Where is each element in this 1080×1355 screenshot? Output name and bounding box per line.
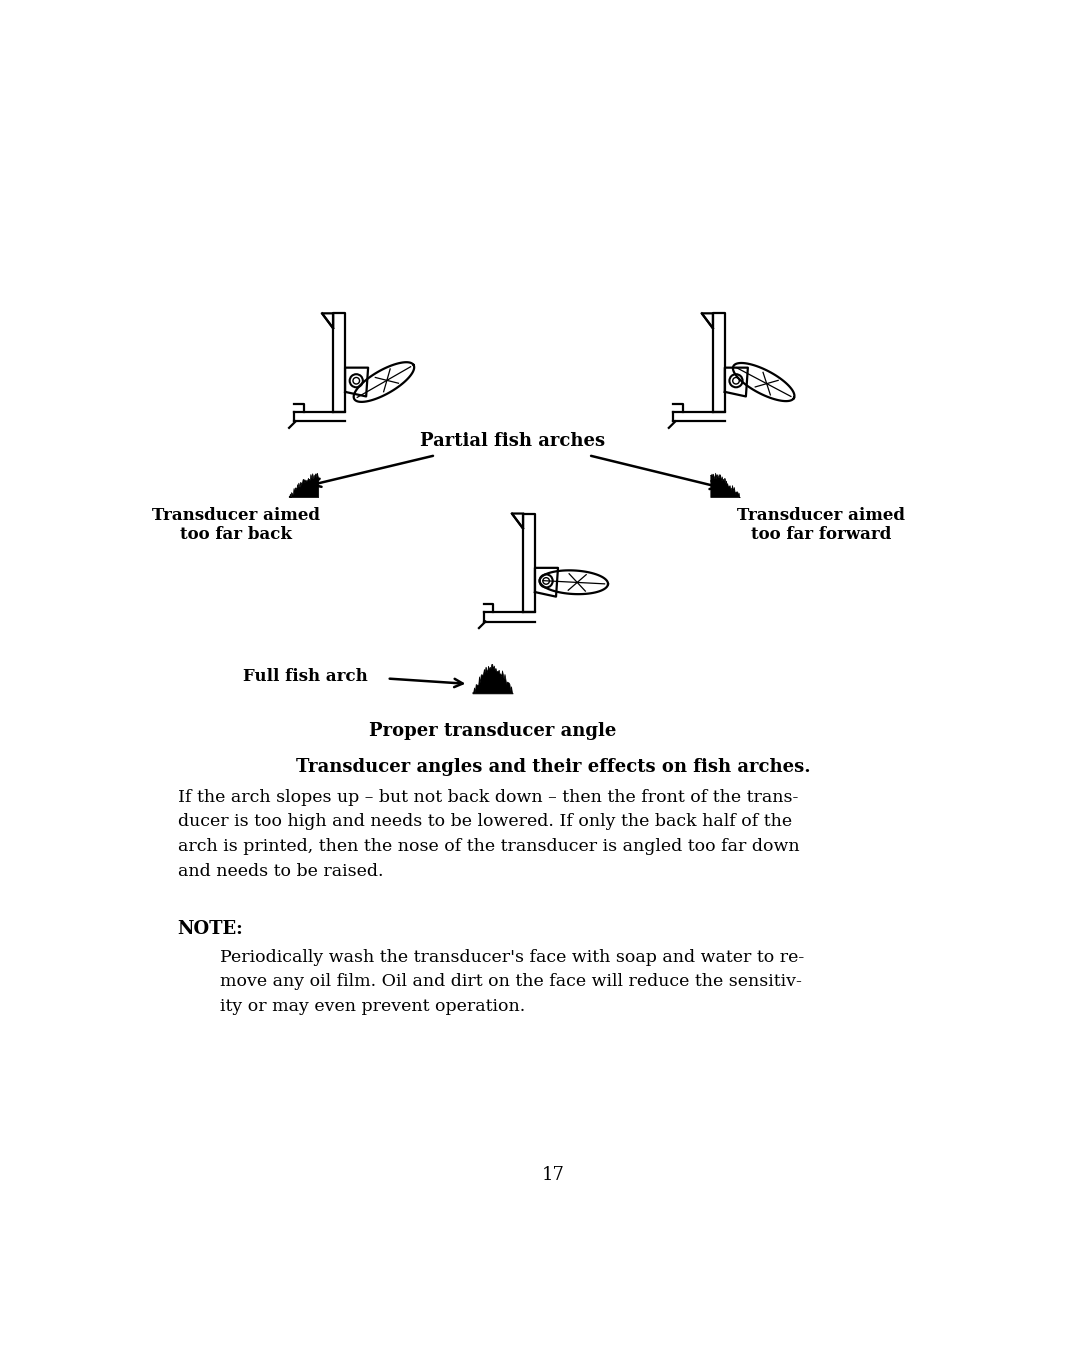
Text: 17: 17 xyxy=(542,1167,565,1184)
Text: arch is printed, then the nose of the transducer is angled too far down: arch is printed, then the nose of the tr… xyxy=(177,837,799,855)
Text: Transducer aimed
too far back: Transducer aimed too far back xyxy=(152,507,320,543)
Text: and needs to be raised.: and needs to be raised. xyxy=(177,863,383,879)
Text: NOTE:: NOTE: xyxy=(177,920,243,938)
Polygon shape xyxy=(289,473,319,497)
Text: ity or may even prevent operation.: ity or may even prevent operation. xyxy=(220,999,526,1015)
Text: Periodically wash the transducer's face with soap and water to re-: Periodically wash the transducer's face … xyxy=(220,948,805,966)
Text: move any oil film. Oil and dirt on the face will reduce the sensitiv-: move any oil film. Oil and dirt on the f… xyxy=(220,973,802,991)
Polygon shape xyxy=(711,473,740,497)
Text: Full fish arch: Full fish arch xyxy=(243,668,368,684)
Text: Transducer aimed
too far forward: Transducer aimed too far forward xyxy=(737,507,905,543)
Text: Transducer angles and their effects on fish arches.: Transducer angles and their effects on f… xyxy=(296,757,811,776)
Polygon shape xyxy=(473,664,513,694)
Text: Partial fish arches: Partial fish arches xyxy=(420,432,605,450)
Text: ducer is too high and needs to be lowered. If only the back half of the: ducer is too high and needs to be lowere… xyxy=(177,813,792,831)
Text: If the arch slopes up – but not back down – then the front of the trans-: If the arch slopes up – but not back dow… xyxy=(177,789,798,806)
Text: Proper transducer angle: Proper transducer angle xyxy=(369,722,617,740)
